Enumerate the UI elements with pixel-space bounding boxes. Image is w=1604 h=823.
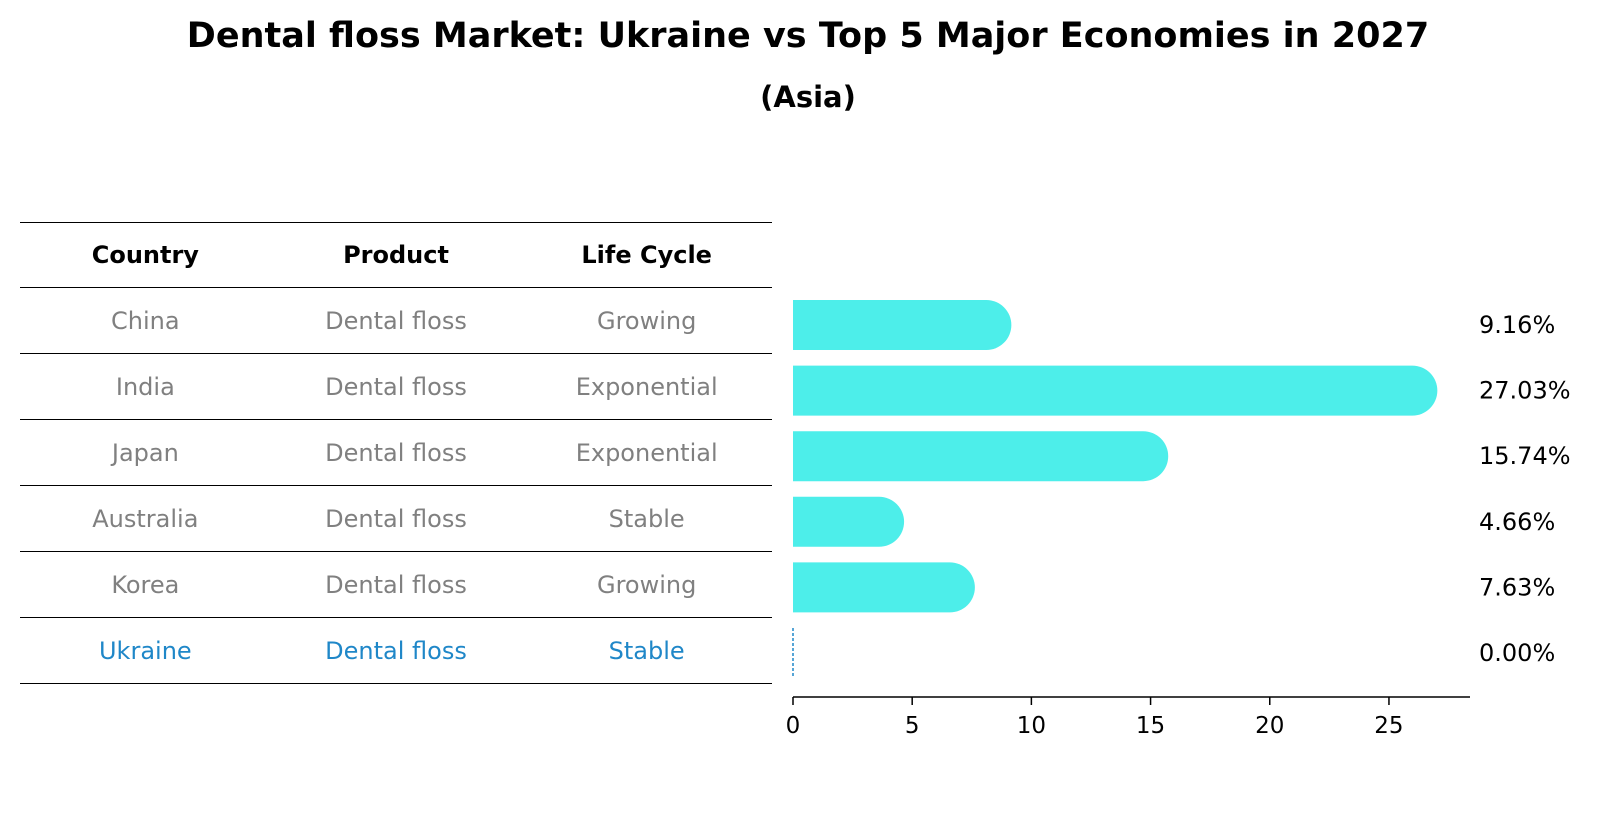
country-cell: India [115,372,175,401]
value-label: 15.74% [1479,442,1571,470]
country-cell: Ukraine [98,636,192,665]
table-header-row: Country Product Life Cycle [20,222,772,288]
table-row: Korea Dental floss Growing [20,552,772,618]
country-cell: Korea [111,570,180,599]
life-cycle-cell: Exponential [575,372,718,401]
header-country: Country [91,241,199,269]
x-tick-label: 25 [1374,713,1403,739]
table-row: China Dental floss Growing [20,288,772,354]
header-product: Product [343,241,449,269]
bar [793,365,1438,416]
market-table: Country Product Life Cycle China Dental … [20,222,772,684]
product-cell: Dental floss [325,636,467,665]
x-tick-label: 5 [905,713,920,739]
product-cell: Dental floss [325,372,467,401]
country-cell: Japan [111,438,179,467]
life-cycle-cell: Stable [608,504,685,533]
life-cycle-cell: Growing [596,570,697,599]
product-cell: Dental floss [325,438,467,467]
table-row-highlighted: Ukraine Dental floss Stable [20,618,772,684]
country-cell: Australia [92,504,199,533]
country-cell: China [111,306,180,335]
product-cell: Dental floss [325,570,467,599]
x-tick-label: 15 [1136,713,1165,739]
value-label: 4.66% [1479,508,1555,536]
value-label: 9.16% [1479,311,1555,339]
product-cell: Dental floss [325,306,467,335]
x-tick-label: 0 [786,713,801,739]
table-row: Australia Dental floss Stable [20,486,772,552]
life-cycle-cell: Growing [596,306,697,335]
value-label: 27.03% [1479,377,1571,405]
x-tick-label: 10 [1017,713,1046,739]
x-tick-label: 20 [1255,713,1284,739]
value-label: 7.63% [1479,573,1555,601]
life-cycle-cell: Stable [608,636,685,665]
bar [793,562,975,613]
life-cycle-cell: Exponential [575,438,718,467]
chart-title: Dental floss Market: Ukraine vs Top 5 Ma… [186,16,1430,56]
header-life-cycle: Life Cycle [581,241,712,269]
value-label: 0.00% [1479,639,1555,667]
chart-subtitle: (Asia) [760,80,856,114]
bar [793,300,1012,350]
product-cell: Dental floss [325,504,467,533]
bar [793,496,905,547]
bar [793,431,1169,482]
table-row: Japan Dental floss Exponential [20,420,772,486]
table-row: India Dental floss Exponential [20,354,772,420]
